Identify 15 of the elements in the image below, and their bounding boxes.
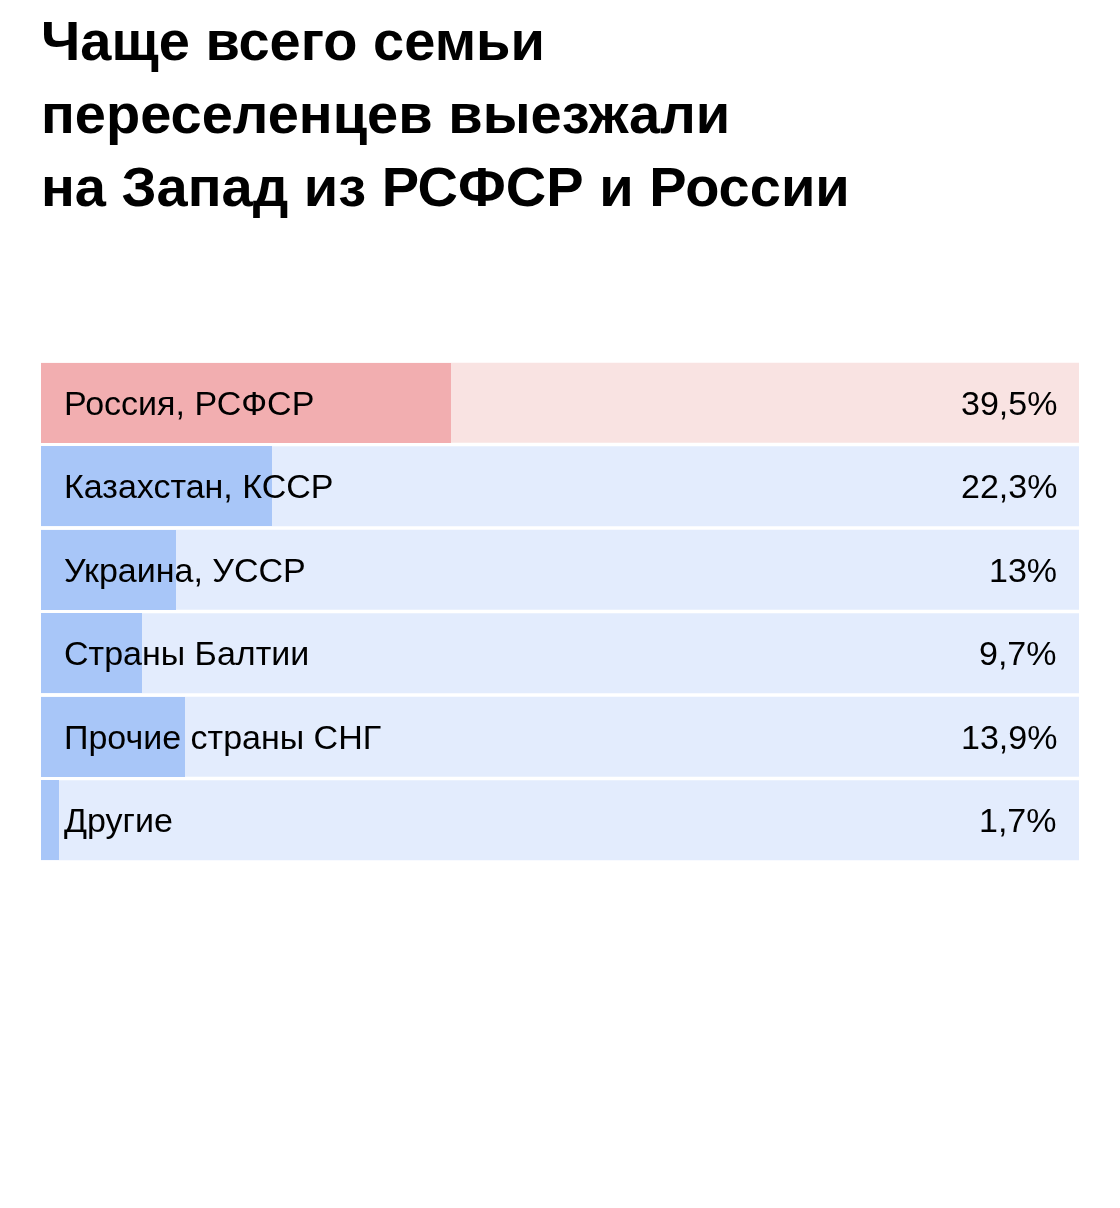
data-label: 13,9% (961, 718, 1058, 756)
y-tick-label: Украина, УССР (64, 550, 306, 589)
y-tick-label: Страны Балтии (64, 634, 310, 673)
data-label: 9,7% (979, 634, 1057, 672)
data-label: 39,5% (961, 384, 1058, 422)
y-tick-label: Другие (64, 801, 173, 840)
y-tick-label: Казахстан, КССР (64, 467, 334, 506)
bar (41, 780, 59, 860)
data-label: 1,7% (979, 801, 1057, 839)
chart-title: Чаще всего семьи переселенцев выезжали на Запад из РСФСР и России (41, 9, 850, 218)
bar (41, 697, 185, 777)
y-tick-label: Прочие страны СНГ (64, 717, 382, 756)
y-tick-label: Россия, РСФСР (64, 383, 315, 422)
data-label: 22,3% (961, 467, 1058, 505)
data-label: 13% (989, 551, 1058, 589)
